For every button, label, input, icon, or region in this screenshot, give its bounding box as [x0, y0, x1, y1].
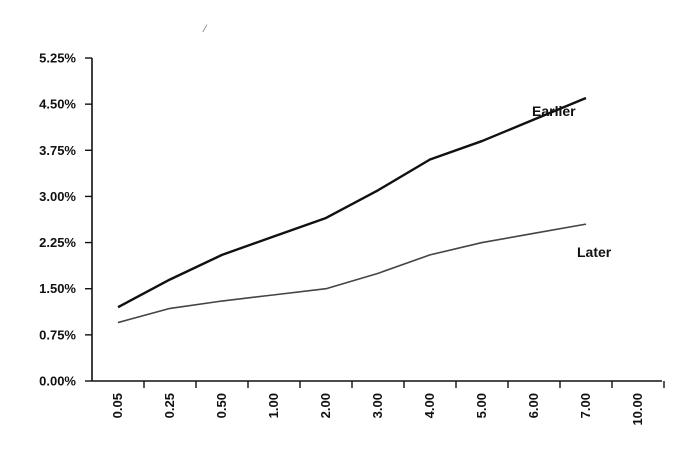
- series-lines: [117, 96, 587, 324]
- x-tick-label: 0.05: [110, 393, 125, 418]
- x-tick-label: 2.00: [318, 393, 333, 418]
- y-tick-label: 4.50%: [39, 97, 76, 112]
- x-axis-ticks: 0.05 0.25 0.50 1.00 2.00 3.00 4.00 5.00 6.00 7.00…: [110, 381, 665, 426]
- x-tick-label: 4.00: [422, 393, 437, 418]
- axes: [91, 58, 662, 382]
- x-tick-label: 0.25: [162, 393, 177, 418]
- series-label-later: Later: [577, 244, 612, 260]
- x-tick-label: 1.00: [266, 393, 281, 418]
- y-tick-label: 0.75%: [39, 327, 76, 342]
- y-tick-label: 2.25%: [39, 235, 76, 250]
- y-tick-label: 3.75%: [39, 143, 76, 158]
- x-tick-label: 10.00: [630, 393, 645, 426]
- series-line-earlier: [117, 96, 587, 309]
- x-tick-label: 6.00: [526, 393, 541, 418]
- x-tick-label: 7.00: [578, 393, 593, 418]
- series-labels: Earlier Later: [532, 103, 612, 260]
- series-label-earlier: Earlier: [532, 103, 576, 119]
- x-tick-label: 5.00: [474, 393, 489, 418]
- y-tick-label: 3.00%: [39, 189, 76, 204]
- y-tick-label: 1.50%: [39, 281, 76, 296]
- y-tick-label: 0.00%: [39, 374, 76, 389]
- y-axis-ticks: 0.00% 0.75% 1.50% 2.25% 3.00% 3.75% 4.50% 5.25%: [39, 51, 92, 389]
- x-tick-label: 0.50: [214, 393, 229, 418]
- y-tick-label: 5.25%: [39, 51, 76, 66]
- series-line-later: [117, 223, 587, 324]
- x-tick-label: 3.00: [370, 393, 385, 418]
- scan-mark: /: [202, 21, 208, 35]
